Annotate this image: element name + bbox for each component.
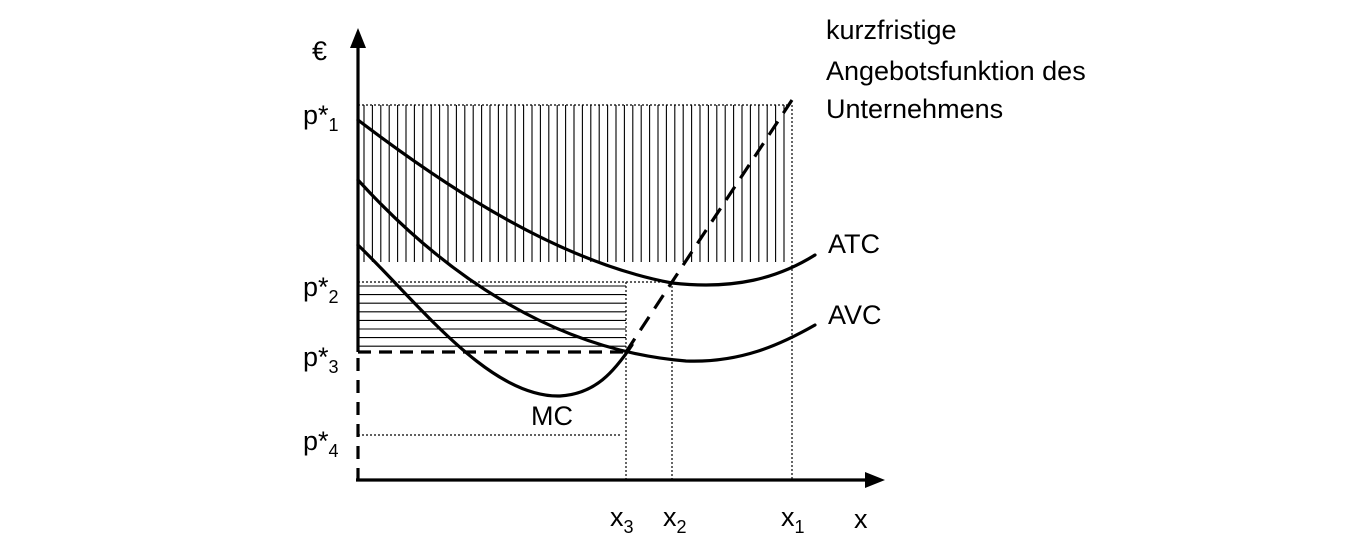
supply-annotation-line2: Angebotsfunktion des xyxy=(826,56,1086,86)
y-tick-p2: p*2 xyxy=(303,272,339,307)
x-tick-x1: x1 xyxy=(781,502,805,537)
y-tick-p1: p*1 xyxy=(303,100,339,135)
loss-area-hatch xyxy=(358,285,626,347)
x-tick-x2: x2 xyxy=(663,502,687,537)
profit-area-hatch xyxy=(363,105,785,262)
atc-curve xyxy=(356,118,817,287)
x-axis-arrow xyxy=(865,472,885,488)
mc-label: MC xyxy=(531,401,573,431)
x-axis-label: x xyxy=(854,504,868,534)
avc-curve xyxy=(356,178,817,363)
y-tick-p3: p*3 xyxy=(303,342,339,377)
supply-annotation-line3: Unternehmens xyxy=(826,94,1003,124)
atc-label: ATC xyxy=(828,229,880,259)
mc-curve xyxy=(356,243,634,398)
y-axis-label: € xyxy=(312,36,327,66)
supply-annotation-line1: kurzfristige xyxy=(826,15,957,45)
avc-label: AVC xyxy=(828,300,882,330)
x-tick-x3: x3 xyxy=(610,502,634,537)
y-tick-p4: p*4 xyxy=(303,426,339,461)
y-axis-arrow xyxy=(350,28,366,48)
supply-curve xyxy=(624,99,794,353)
